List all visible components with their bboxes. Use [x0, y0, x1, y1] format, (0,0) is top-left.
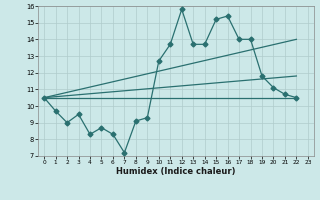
- X-axis label: Humidex (Indice chaleur): Humidex (Indice chaleur): [116, 167, 236, 176]
